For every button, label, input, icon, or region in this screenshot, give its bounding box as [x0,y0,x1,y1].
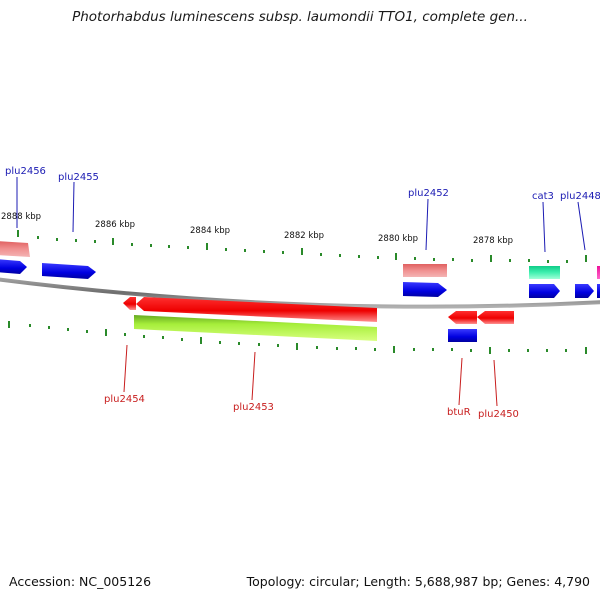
feature-pink[interactable] [0,241,30,257]
gene-labels: plu2456 plu2455 plu2452 cat3 plu2448 plu… [5,166,600,420]
cds-forward[interactable] [403,282,447,297]
genome-summary: Topology: circular; Length: 5,688,987 bp… [246,574,590,589]
feature-lime[interactable] [134,315,377,341]
inner-tick-row [8,321,587,354]
scale-label: 2884 kbp [190,226,230,236]
gene-label[interactable]: plu2454 [104,394,145,405]
cds-forward[interactable] [529,284,560,298]
cds-forward[interactable] [42,263,96,279]
gene-label[interactable]: cat3 [532,191,554,202]
gene-label[interactable]: btuR [447,407,471,418]
cds-forward[interactable] [0,259,27,274]
feature-pink[interactable] [403,264,447,277]
cds-reverse[interactable] [477,311,514,324]
scale-label: 2886 kbp [95,220,135,230]
label-leaders [16,177,586,407]
accession-text: Accession: NC_005126 [9,574,152,589]
cds-forward[interactable] [597,284,600,298]
gene-label[interactable]: plu2453 [233,402,274,413]
genome-backbone [0,277,600,309]
gene-label[interactable]: plu2455 [58,172,99,183]
gene-label[interactable]: plu2448 [560,191,600,202]
feature-row-inner [134,315,477,342]
scale-label: 2882 kbp [284,231,324,241]
feature-green[interactable] [529,266,560,279]
outer-tick-row [17,230,587,263]
scale-label: 2878 kbp [473,236,513,246]
cds-reverse[interactable] [123,297,136,310]
cds-row-forward [0,259,600,298]
scale-label: 2880 kbp [378,234,418,244]
cds-forward[interactable] [575,284,594,298]
gene-label[interactable]: plu2456 [5,166,46,177]
cds-reverse[interactable] [448,311,477,324]
scale-labels: 2888 kbp 2886 kbp 2884 kbp 2882 kbp 2880… [1,212,513,246]
gene-label[interactable]: plu2452 [408,188,449,199]
gene-label[interactable]: plu2450 [478,409,519,420]
scale-label: 2888 kbp [1,212,41,222]
cds-reverse[interactable] [136,297,377,322]
feature-magenta[interactable] [597,266,600,279]
feature-row-outer [0,241,600,279]
cds-row-reverse [123,297,514,324]
map-title: Photorhabdus luminescens subsp. laumondi… [72,9,528,25]
cds-forward[interactable] [448,329,477,342]
